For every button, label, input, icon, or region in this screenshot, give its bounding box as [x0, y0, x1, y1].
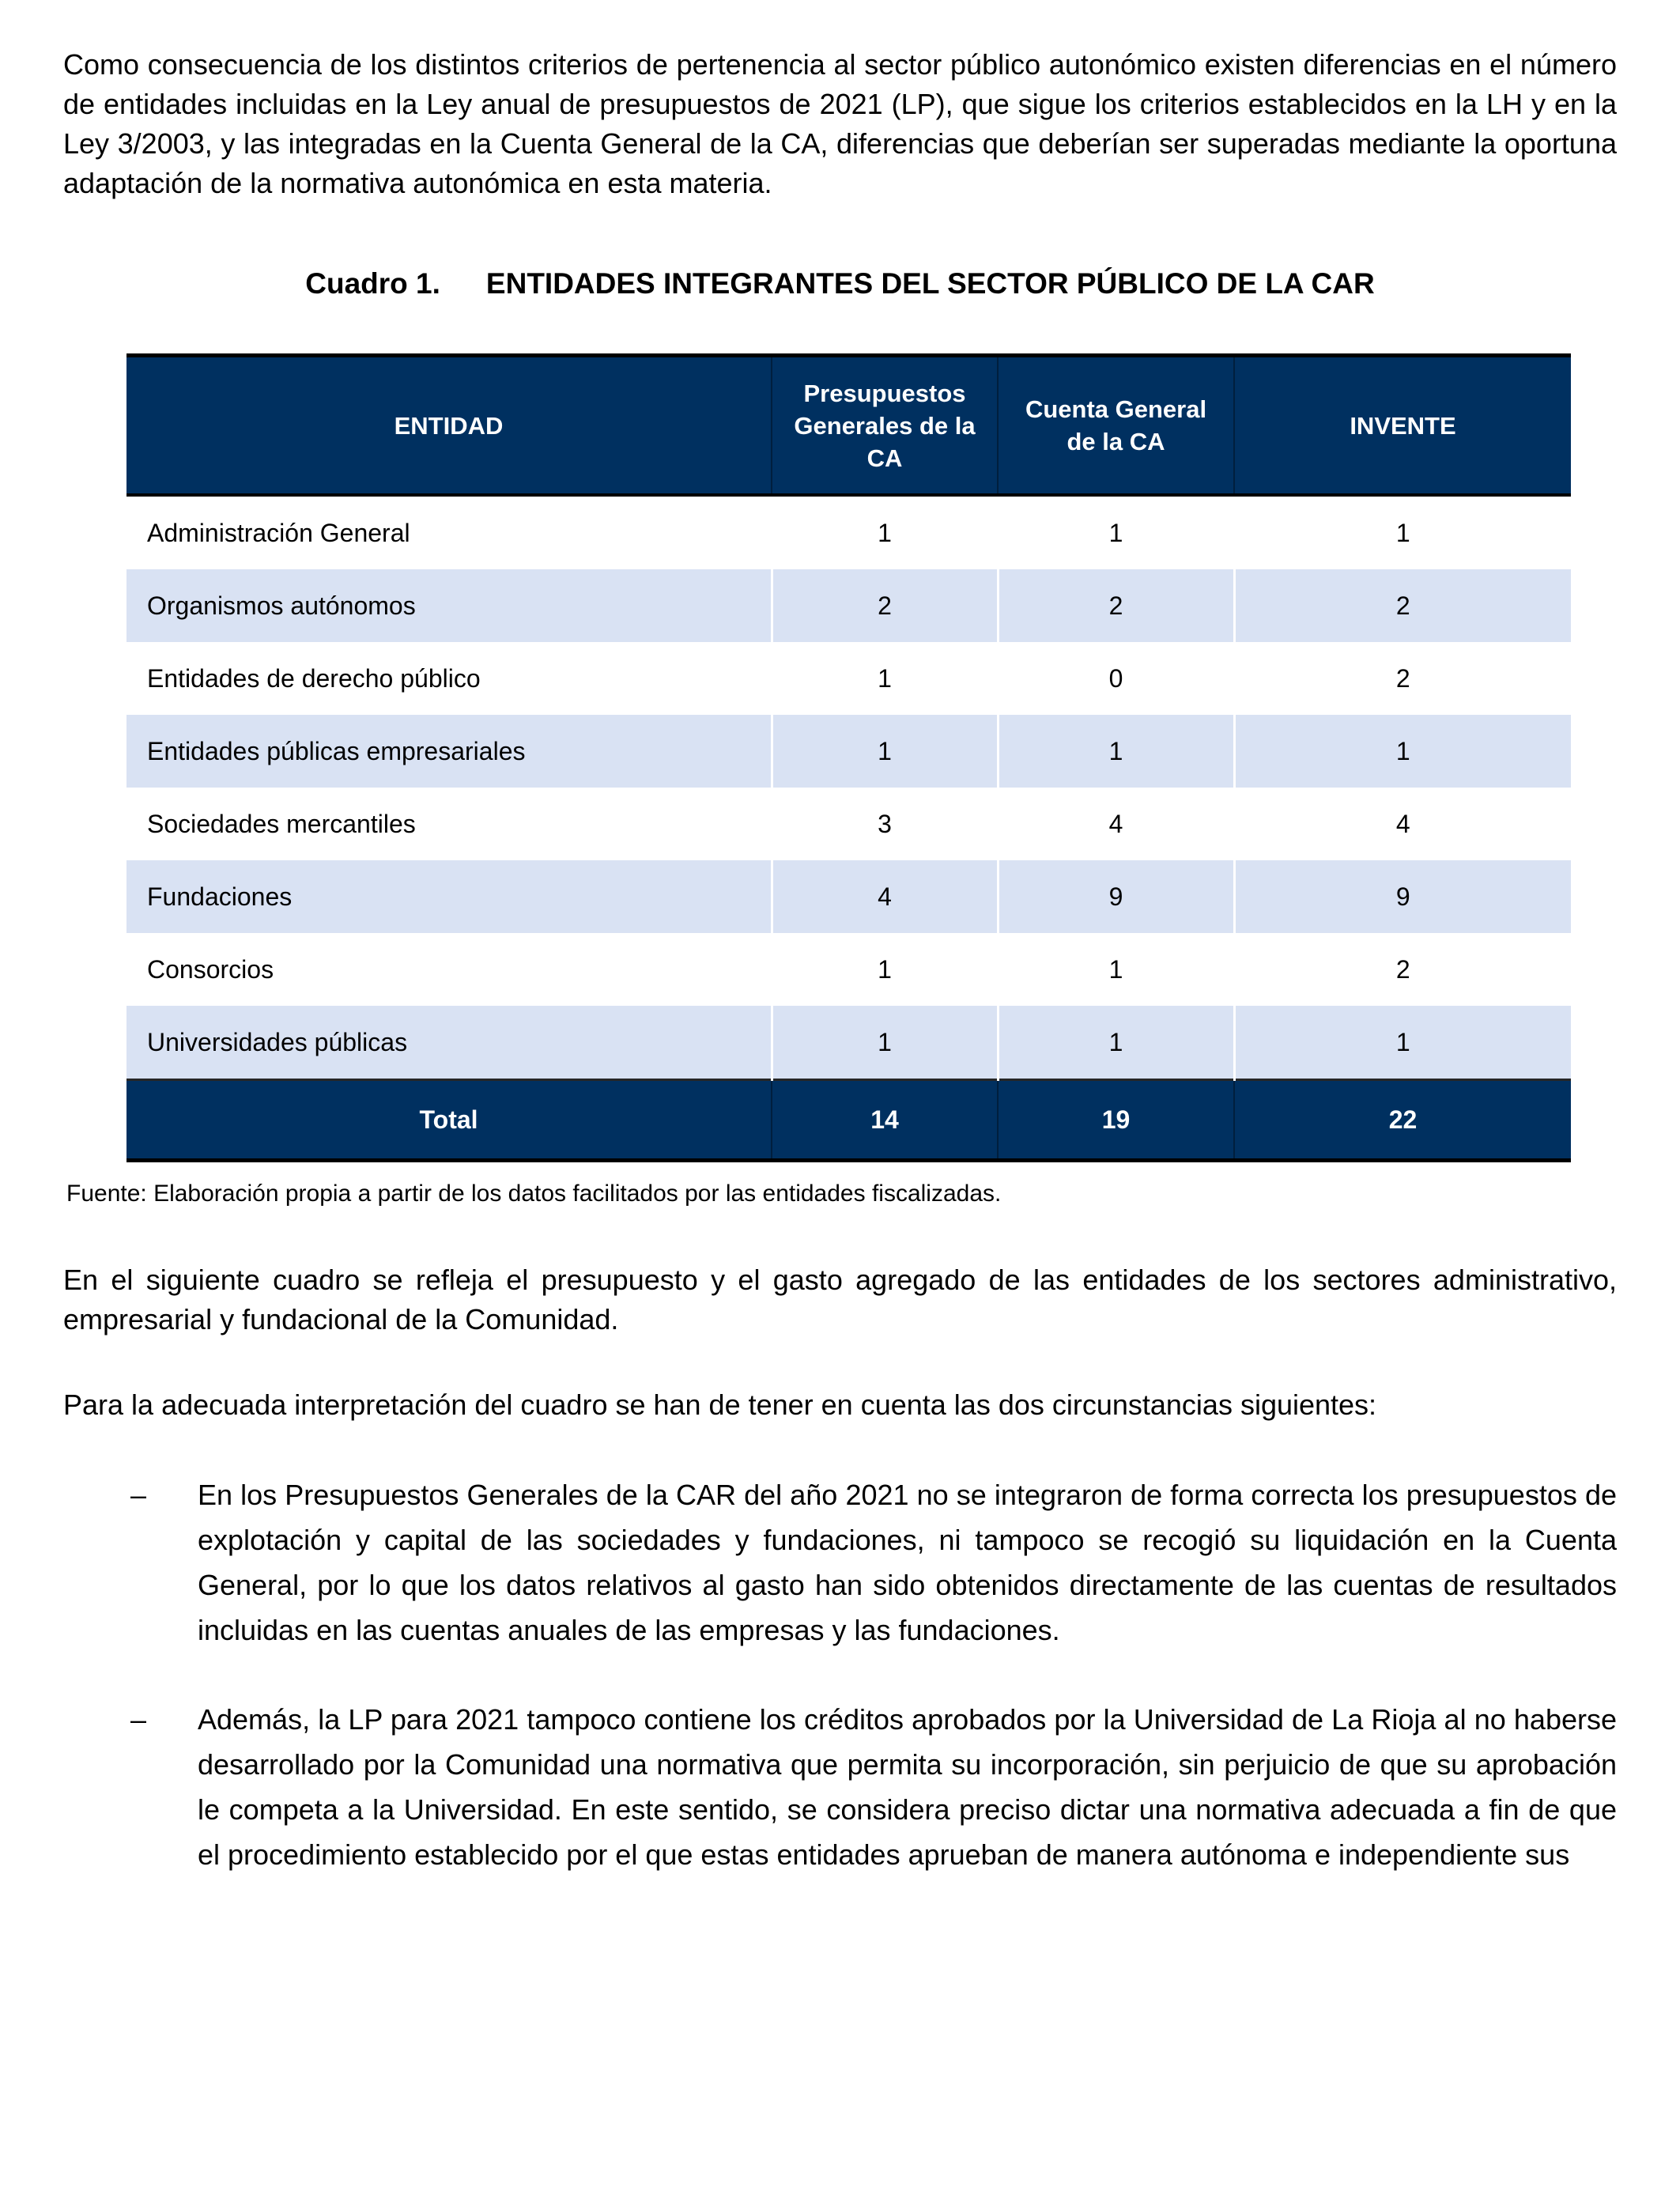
value-cell: 1 — [1233, 715, 1571, 788]
value-cell: 4 — [996, 788, 1234, 860]
value-cell: 2 — [1233, 569, 1571, 642]
total-value: 14 — [771, 1079, 998, 1161]
value-cell: 2 — [1233, 642, 1571, 715]
interpretation-paragraph: Para la adecuada interpretación del cuad… — [63, 1388, 1377, 1421]
value-cell: 1 — [770, 933, 998, 1006]
value-cell: 1 — [770, 642, 998, 715]
entity-cell: Organismos autónomos — [147, 591, 416, 620]
intro-paragraph: Como consecuencia de los distintos crite… — [63, 48, 1617, 199]
value-cell: 4 — [1233, 788, 1571, 860]
entity-cell: Sociedades mercantiles — [147, 809, 416, 838]
table-row: Universidades públicas 1 1 1 — [126, 1006, 1571, 1080]
bullet-text: Además, la LP para 2021 tampoco contiene… — [198, 1703, 1617, 1871]
value-cell: 1 — [996, 1006, 1234, 1080]
value-cell: 9 — [1233, 860, 1571, 933]
value-cell: 1 — [996, 715, 1234, 788]
column-header-invente: INVENTE — [1233, 355, 1571, 495]
following-paragraph: En el siguiente cuadro se refleja el pre… — [63, 1264, 1617, 1336]
entity-cell: Fundaciones — [147, 882, 293, 911]
table-row: Fundaciones 4 9 9 — [126, 860, 1571, 933]
source-note: Fuente: Elaboración propia a partir de l… — [66, 1181, 1002, 1207]
value-cell: 0 — [996, 642, 1234, 715]
table-caption-number: Cuadro 1. — [305, 267, 440, 300]
value-cell: 1 — [1233, 495, 1571, 569]
total-label: Total — [126, 1079, 772, 1161]
value-cell: 1 — [996, 495, 1234, 569]
table-caption: Cuadro 1. ENTIDADES INTEGRANTES DEL SECTO… — [0, 266, 1680, 301]
bullet-item: – Además, la LP para 2021 tampoco contie… — [130, 1697, 1617, 1877]
table-row: Organismos autónomos 2 2 2 — [126, 569, 1571, 642]
table-row: Entidades de derecho público 1 0 2 — [126, 642, 1571, 715]
value-cell: 3 — [770, 788, 998, 860]
value-cell: 1 — [996, 933, 1234, 1006]
entity-cell: Consorcios — [147, 954, 274, 984]
value-cell: 2 — [1233, 933, 1571, 1006]
table-caption-title: ENTIDADES INTEGRANTES DEL SECTOR PÚBLICO… — [485, 267, 1375, 300]
bullet-item: – En los Presupuestos Generales de la CA… — [130, 1472, 1617, 1653]
entities-table: ENTIDAD Presupuestos Generales de la CA … — [126, 353, 1571, 1162]
entity-cell: Universidades públicas — [147, 1027, 408, 1056]
value-cell: 1 — [770, 1006, 998, 1080]
table-row: Consorcios 1 1 2 — [126, 933, 1571, 1006]
total-value: 19 — [997, 1079, 1234, 1161]
value-cell: 9 — [996, 860, 1234, 933]
bullet-dash: – — [130, 1479, 147, 1511]
table-row: Entidades públicas empresariales 1 1 1 — [126, 715, 1571, 788]
total-value: 22 — [1233, 1079, 1571, 1161]
table-row: Administración General 1 1 1 — [126, 495, 1571, 569]
value-cell: 1 — [1233, 1006, 1571, 1080]
value-cell: 2 — [996, 569, 1234, 642]
table-header-row: ENTIDAD Presupuestos Generales de la CA … — [126, 355, 1571, 495]
column-header-entidad: ENTIDAD — [126, 355, 772, 495]
entity-cell: Administración General — [147, 518, 410, 547]
entity-cell: Entidades de derecho público — [147, 663, 481, 693]
entity-cell: Entidades públicas empresariales — [147, 736, 526, 765]
value-cell: 1 — [770, 495, 998, 569]
table-total-row: Total 14 19 22 — [126, 1079, 1571, 1161]
table-row: Sociedades mercantiles 3 4 4 — [126, 788, 1571, 860]
column-header-presupuestos: Presupuestos Generales de la CA — [771, 355, 998, 495]
value-cell: 1 — [770, 715, 998, 788]
value-cell: 4 — [770, 860, 998, 933]
bullet-dash: – — [130, 1703, 147, 1736]
value-cell: 2 — [770, 569, 998, 642]
bullet-text: En los Presupuestos Generales de la CAR … — [198, 1479, 1617, 1646]
column-header-cuenta: Cuenta General de la CA — [997, 355, 1234, 495]
